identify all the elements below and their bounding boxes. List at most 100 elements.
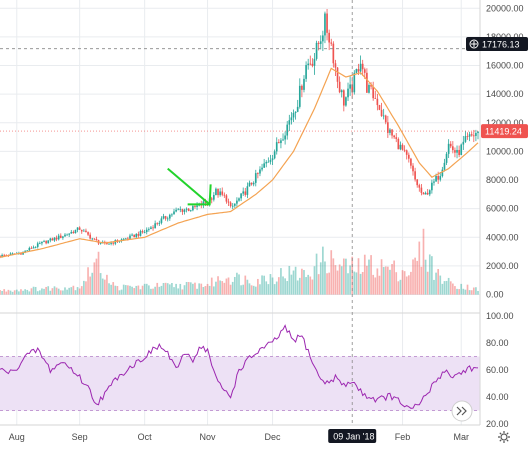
candle-body [426,192,429,195]
candle-body [338,81,341,93]
volume-bar [288,265,291,295]
volume-bar [215,281,217,295]
volume-bar [412,259,414,295]
volume-bar [47,286,50,295]
volume-bar [445,280,448,295]
candle-body [301,85,303,90]
candle-body [342,90,345,106]
volume-bar [296,280,299,295]
candle-body [290,117,293,121]
rsi-tick-label: 60.00 [486,365,509,375]
volume-bar [225,278,228,295]
volume-bar [187,282,190,295]
volume-bar [85,281,87,295]
candle-body [288,120,291,125]
volume-bar [110,284,112,295]
volume-bar [361,271,364,295]
volume-bar [309,276,312,295]
volume-bar [252,285,255,295]
volume-bar [277,277,280,295]
candle-body [127,238,129,240]
volume-bar [5,291,8,295]
price-grid [0,0,480,425]
volume-bar [244,275,247,295]
volume-bar [447,277,450,295]
volume-bar [397,281,400,295]
price-tick-label: 12000.00 [486,118,524,128]
scroll-to-latest-button[interactable] [451,400,473,422]
crosshair-price-tag[interactable]: 17176.13 [466,37,528,51]
volume-bar [118,290,121,295]
candle-body [213,195,215,200]
candle-body [449,143,452,147]
time-tick-label: Aug [9,432,25,442]
candle-body [171,214,173,216]
volume-bar [424,259,427,295]
volume-bar [389,269,391,295]
candle-body [424,192,427,195]
candle-body [462,141,465,145]
volume-bar [74,290,77,295]
volume-bar [259,284,261,295]
volume-bar [282,276,284,295]
candle-body [399,144,402,150]
candle-body [80,229,83,232]
candle-body [345,97,347,106]
candle-body [91,238,94,240]
candle-body [319,41,322,44]
candle-body [95,238,98,241]
volume-bar [34,286,37,295]
last-price-tag: 11419.24 [481,124,528,139]
settings-gear-button[interactable] [498,431,510,443]
candle-body [437,175,440,180]
time-tick-label: Dec [265,432,282,442]
volume-bar [68,287,71,295]
candle-body [181,209,184,212]
volume-bar [263,275,265,295]
candle-body [43,241,45,242]
volume-bar [22,290,24,295]
volume-bar [401,270,404,295]
arrow-head [187,184,212,206]
candle-body [0,255,1,257]
volume-bar [428,254,431,295]
volume-bar [345,258,347,295]
crosshair-time-tag: 09 Jan '18 [328,429,377,443]
candle-body [326,13,328,33]
volume-bar [133,288,136,295]
volume-bar [470,290,473,295]
candle-body [229,202,232,207]
time-axis[interactable]: Aug Sep Oct Nov Dec Feb Mar [9,432,469,442]
candle-body [466,136,469,137]
volume-bar [322,246,324,295]
candle-body [336,67,339,82]
volume-bar [246,279,249,295]
candle-body [416,179,419,186]
candle-body [315,42,318,59]
volume-bar [355,272,358,295]
volume-bar [173,287,175,295]
candle-body [420,187,423,193]
candle-body [38,243,41,245]
rsi-band [0,356,480,411]
candle-body [164,216,167,219]
candle-body [418,185,421,188]
candle-body [124,238,127,240]
rsi-tick-label: 40.00 [486,392,509,402]
volume-bar [30,288,33,295]
candle-body [139,231,142,236]
candle-body [36,243,39,247]
candle-body [158,222,161,224]
candle-body [62,236,64,238]
volume-bar [477,290,479,295]
volume-bar [290,274,293,295]
candle-body [384,115,387,123]
volume-bar [160,285,163,295]
candle-body [129,235,131,239]
candle-body [370,84,372,87]
candle-body [166,218,169,220]
volume-bar [83,280,85,295]
volume-bar [338,264,341,295]
candle-body [194,206,196,207]
